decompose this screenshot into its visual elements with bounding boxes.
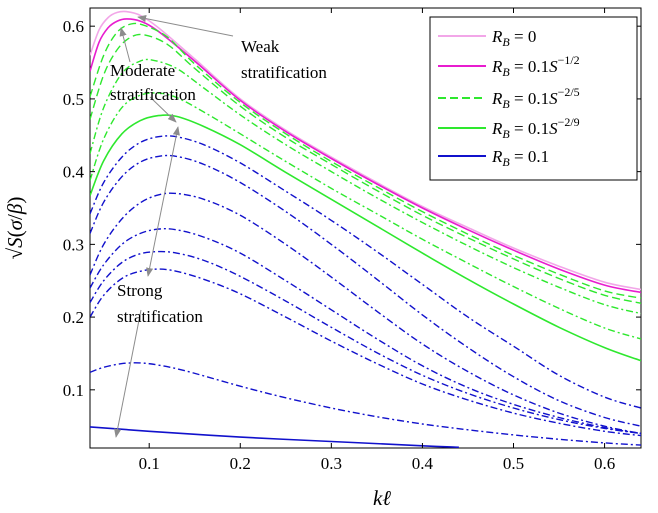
legend-label-rb-tenth: RB = 0.1 bbox=[491, 147, 549, 169]
y-axis-title: √S(σ/β) bbox=[3, 197, 27, 260]
weak-arrow bbox=[137, 15, 234, 37]
x-tick-label: 0.3 bbox=[321, 454, 342, 473]
annotation-labels: Weak stratification Moderate stratificat… bbox=[110, 37, 327, 326]
annotation-arrows bbox=[114, 15, 234, 438]
series-line-12 bbox=[90, 268, 641, 437]
y-tick-label: 0.6 bbox=[63, 17, 84, 36]
moderate-arrow-bottom bbox=[149, 96, 177, 123]
strong-arrow bbox=[146, 126, 180, 277]
moderate-arrow-top bbox=[119, 27, 131, 63]
moderate-label-line1: Moderate bbox=[110, 61, 175, 80]
moderate-label-line2: stratification bbox=[110, 85, 196, 104]
x-tick-label: 0.4 bbox=[412, 454, 434, 473]
legend-label-rb-half: RB = 0.1S−1/2 bbox=[491, 53, 580, 79]
series-line-7 bbox=[90, 135, 641, 409]
weak-label-line1: Weak bbox=[241, 37, 280, 56]
legend: RB = 0 RB = 0.1S−1/2 RB = 0.1S−2/5 RB = … bbox=[429, 16, 638, 181]
y-tick-label: 0.4 bbox=[63, 163, 85, 182]
y-tick-label: 0.3 bbox=[63, 235, 84, 254]
strong-arrow-lower bbox=[114, 309, 142, 438]
axis-ticks: 0.1 0.2 0.3 0.4 0.5 0.6 0.1 0.2 0.3 0.4 0.5 0.6 bbox=[63, 8, 641, 473]
series-line-2 bbox=[90, 22, 641, 299]
y-tick-label: 0.2 bbox=[63, 308, 84, 327]
series-line-11 bbox=[90, 250, 641, 435]
x-axis-title: kℓ bbox=[373, 486, 391, 510]
x-tick-label: 0.2 bbox=[230, 454, 251, 473]
series-line-8 bbox=[90, 154, 641, 427]
series-line-13 bbox=[90, 362, 641, 446]
series-line-4 bbox=[90, 58, 641, 315]
x-tick-label: 0.6 bbox=[594, 454, 615, 473]
series-line-0 bbox=[90, 10, 641, 291]
legend-label-rb-twoninths: RB = 0.1S−2/9 bbox=[491, 115, 580, 141]
legend-label-rb-twofifths: RB = 0.1S−2/5 bbox=[491, 85, 580, 111]
x-tick-label: 0.1 bbox=[139, 454, 160, 473]
x-tick-label: 0.5 bbox=[503, 454, 524, 473]
y-tick-label: 0.5 bbox=[63, 90, 84, 109]
series-line-1 bbox=[90, 18, 641, 294]
strong-label-line2: stratification bbox=[117, 307, 203, 326]
series-line-6 bbox=[90, 114, 641, 362]
series-line-3 bbox=[90, 33, 641, 304]
y-tick-label: 0.1 bbox=[63, 381, 84, 400]
strong-label-line1: Strong bbox=[117, 281, 163, 300]
weak-label-line2: stratification bbox=[241, 63, 327, 82]
legend-label-rb0: RB = 0 bbox=[491, 27, 536, 49]
series-line-5 bbox=[90, 92, 641, 340]
